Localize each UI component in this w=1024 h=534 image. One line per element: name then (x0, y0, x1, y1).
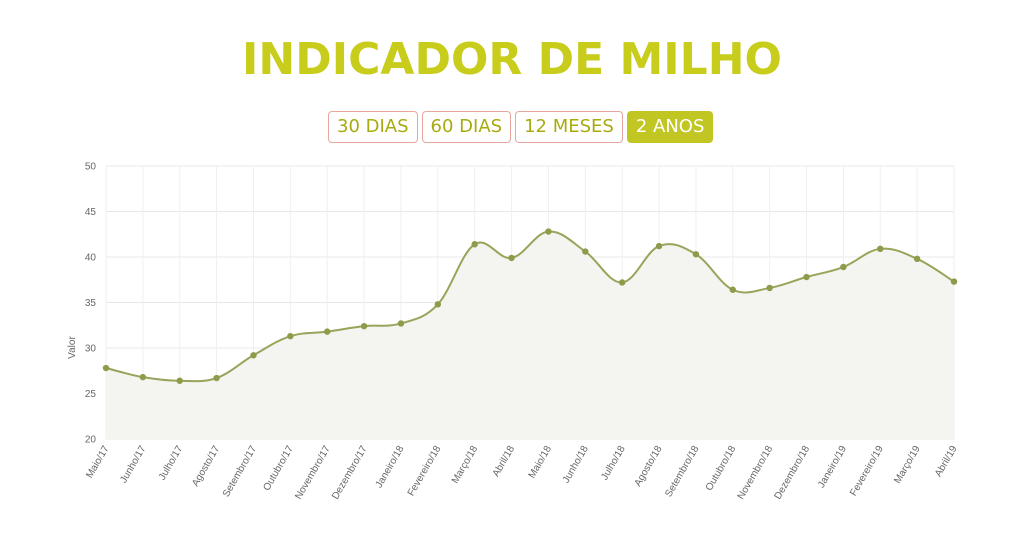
x-tick-label: Junho/17 (118, 444, 148, 486)
data-point[interactable] (176, 377, 183, 384)
x-tick-label: Maio/18 (527, 444, 555, 481)
y-tick-label: 35 (85, 298, 97, 309)
data-point[interactable] (139, 373, 147, 381)
y-axis-ticks: 20 25 30 35 40 45 50 (85, 162, 97, 446)
x-tick-label: Setembro/18 (663, 444, 701, 499)
y-axis-title: Valor (67, 336, 78, 359)
y-tick-label: 20 (85, 435, 97, 446)
x-tick-label: Abril/18 (491, 444, 518, 479)
x-axis-ticks: Maio/17 Junho/17 Julho/17 Agosto/17Setembro… (84, 444, 960, 502)
data-point[interactable] (877, 245, 884, 253)
data-point[interactable] (397, 320, 405, 327)
x-tick-label: Novembro/17 (293, 444, 333, 502)
data-point[interactable] (840, 263, 847, 271)
x-tick-label: Janeiro/19 (816, 444, 849, 490)
x-tick-label: Julho/17 (157, 444, 186, 483)
x-tick-label: Dezembro/18 (773, 444, 813, 502)
x-tick-label: Setembro/17 (221, 444, 259, 499)
x-tick-label: Março/18 (450, 444, 481, 486)
data-point[interactable] (655, 242, 663, 250)
y-tick-label: 25 (85, 389, 97, 400)
x-tick-label: Maio/17 (84, 444, 112, 481)
x-tick-label: Agosto/18 (633, 444, 665, 489)
x-tick-label: Junho/18 (561, 444, 591, 486)
x-tick-label: Fevereiro/18 (406, 444, 444, 498)
data-point[interactable] (360, 322, 368, 330)
x-tick-label: Outubro/18 (704, 444, 739, 493)
x-tick-label: Dezembro/17 (330, 444, 370, 502)
data-point[interactable] (250, 352, 257, 359)
tab-60-dias[interactable]: 60 DIAS (421, 111, 512, 143)
data-point[interactable] (803, 273, 810, 281)
data-point[interactable] (729, 286, 736, 293)
x-tick-label: Novembro/18 (736, 444, 776, 502)
data-point[interactable] (692, 251, 700, 258)
data-point[interactable] (913, 255, 921, 263)
data-point[interactable] (582, 248, 589, 255)
y-tick-label: 30 (85, 344, 97, 355)
tab-12-meses[interactable]: 12 MESES (515, 111, 623, 143)
data-point[interactable] (545, 228, 552, 235)
x-tick-label: Fevereiro/19 (848, 444, 886, 498)
x-tick-label: Agosto/17 (190, 444, 222, 489)
tab-30-dias[interactable]: 30 DIAS (328, 111, 418, 143)
x-tick-label: Abril/19 (933, 444, 960, 479)
data-point[interactable] (766, 284, 773, 292)
data-points (102, 228, 958, 384)
range-tabs: 30 DIAS 60 DIAS 12 MESES 2 ANOS (328, 111, 714, 143)
data-point[interactable] (324, 328, 331, 335)
tab-2-anos[interactable]: 2 ANOS (626, 111, 714, 143)
x-tick-label: Janeiro/18 (374, 444, 407, 490)
data-point[interactable] (434, 301, 442, 308)
data-point[interactable] (618, 279, 626, 286)
y-tick-label: 50 (85, 162, 97, 173)
page-title: INDICADOR DE MILHO (242, 34, 782, 85)
x-tick-label: Março/19 (892, 444, 923, 486)
x-tick-label: Outubro/17 (261, 444, 296, 493)
data-point[interactable] (471, 241, 478, 248)
data-point[interactable] (287, 332, 294, 340)
y-tick-label: 45 (85, 207, 97, 218)
data-point[interactable] (102, 364, 110, 372)
data-point[interactable] (950, 278, 958, 285)
y-tick-label: 40 (85, 253, 97, 264)
x-tick-label: Julho/18 (599, 444, 628, 483)
area-fill (106, 231, 954, 439)
data-point[interactable] (213, 374, 220, 382)
data-point[interactable] (508, 254, 515, 262)
